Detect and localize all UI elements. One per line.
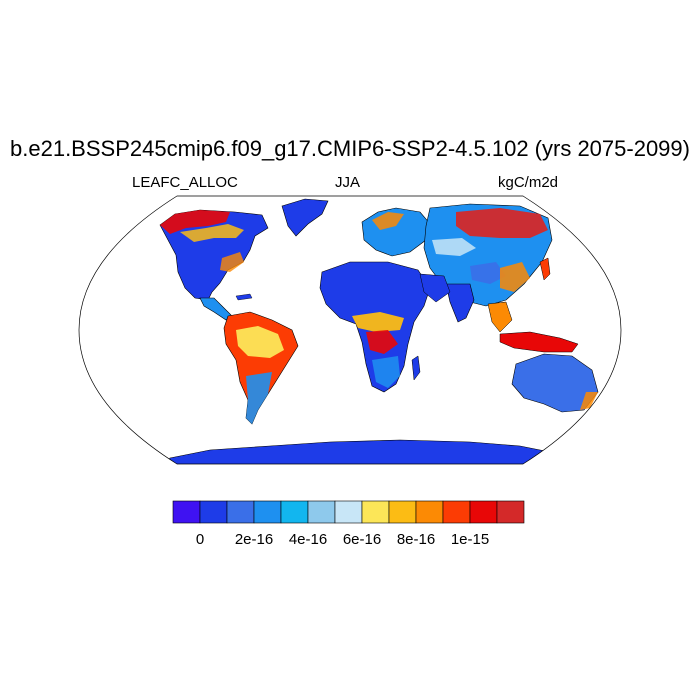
sahel-band	[352, 312, 404, 332]
arabia	[419, 273, 451, 303]
amazon-basin	[236, 326, 284, 358]
colorbar-box-4	[280, 500, 309, 524]
colorbar-label-1: 2e-16	[235, 531, 273, 548]
greenland	[281, 198, 329, 237]
australia-east-warm	[580, 392, 598, 410]
colorbar-box-11	[469, 500, 498, 524]
colorbar-box-6	[334, 500, 363, 524]
japan	[539, 257, 551, 281]
colorbar-label-5: 1e-15	[451, 531, 489, 548]
india	[445, 283, 475, 323]
colorbar-box-3	[253, 500, 282, 524]
colorbar-label-2: 4e-16	[289, 531, 327, 548]
season-label: JJA	[335, 174, 361, 191]
colorbar-label-3: 6e-16	[343, 531, 381, 548]
madagascar	[411, 355, 421, 381]
central-asia-light	[432, 238, 476, 256]
colorbar-box-2	[226, 500, 255, 524]
units-label: kgC/m2d	[498, 174, 559, 191]
colorbar-box-9	[415, 500, 444, 524]
colorbar-box-10	[442, 500, 471, 524]
scandinavia-warm	[372, 212, 404, 230]
variable-label: LEAFC_ALLOC	[132, 174, 238, 191]
colorbar-box-5	[307, 500, 336, 524]
congo-hotspot	[366, 330, 398, 354]
alaska-canada-hotspot	[160, 210, 230, 234]
east-asia-warm	[500, 262, 530, 292]
us-east-warm	[220, 252, 244, 272]
south-america-south	[246, 372, 272, 424]
colorbar-box-12	[496, 500, 525, 524]
colorbar-box-7	[361, 500, 390, 524]
canada-warm-band	[180, 224, 244, 242]
indonesia	[499, 331, 579, 353]
globe-outline	[78, 195, 622, 465]
caribbean-islands	[235, 293, 253, 301]
siberia-hotspot	[456, 208, 548, 238]
tibet-plateau	[470, 262, 506, 284]
colorbar-box-1	[199, 500, 228, 524]
colorbar-box-0	[172, 500, 201, 524]
plot-title: b.e21.BSSP245cmip6.f09_g17.CMIP6-SSP2-4.…	[10, 136, 690, 161]
antarctica	[159, 439, 571, 464]
colorbar-label-4: 8e-16	[397, 531, 435, 548]
southeast-asia	[487, 301, 513, 333]
colorbar-label-0: 0	[196, 531, 204, 548]
southern-africa	[372, 356, 400, 388]
australia	[511, 353, 599, 413]
colorbar-box-8	[388, 500, 417, 524]
